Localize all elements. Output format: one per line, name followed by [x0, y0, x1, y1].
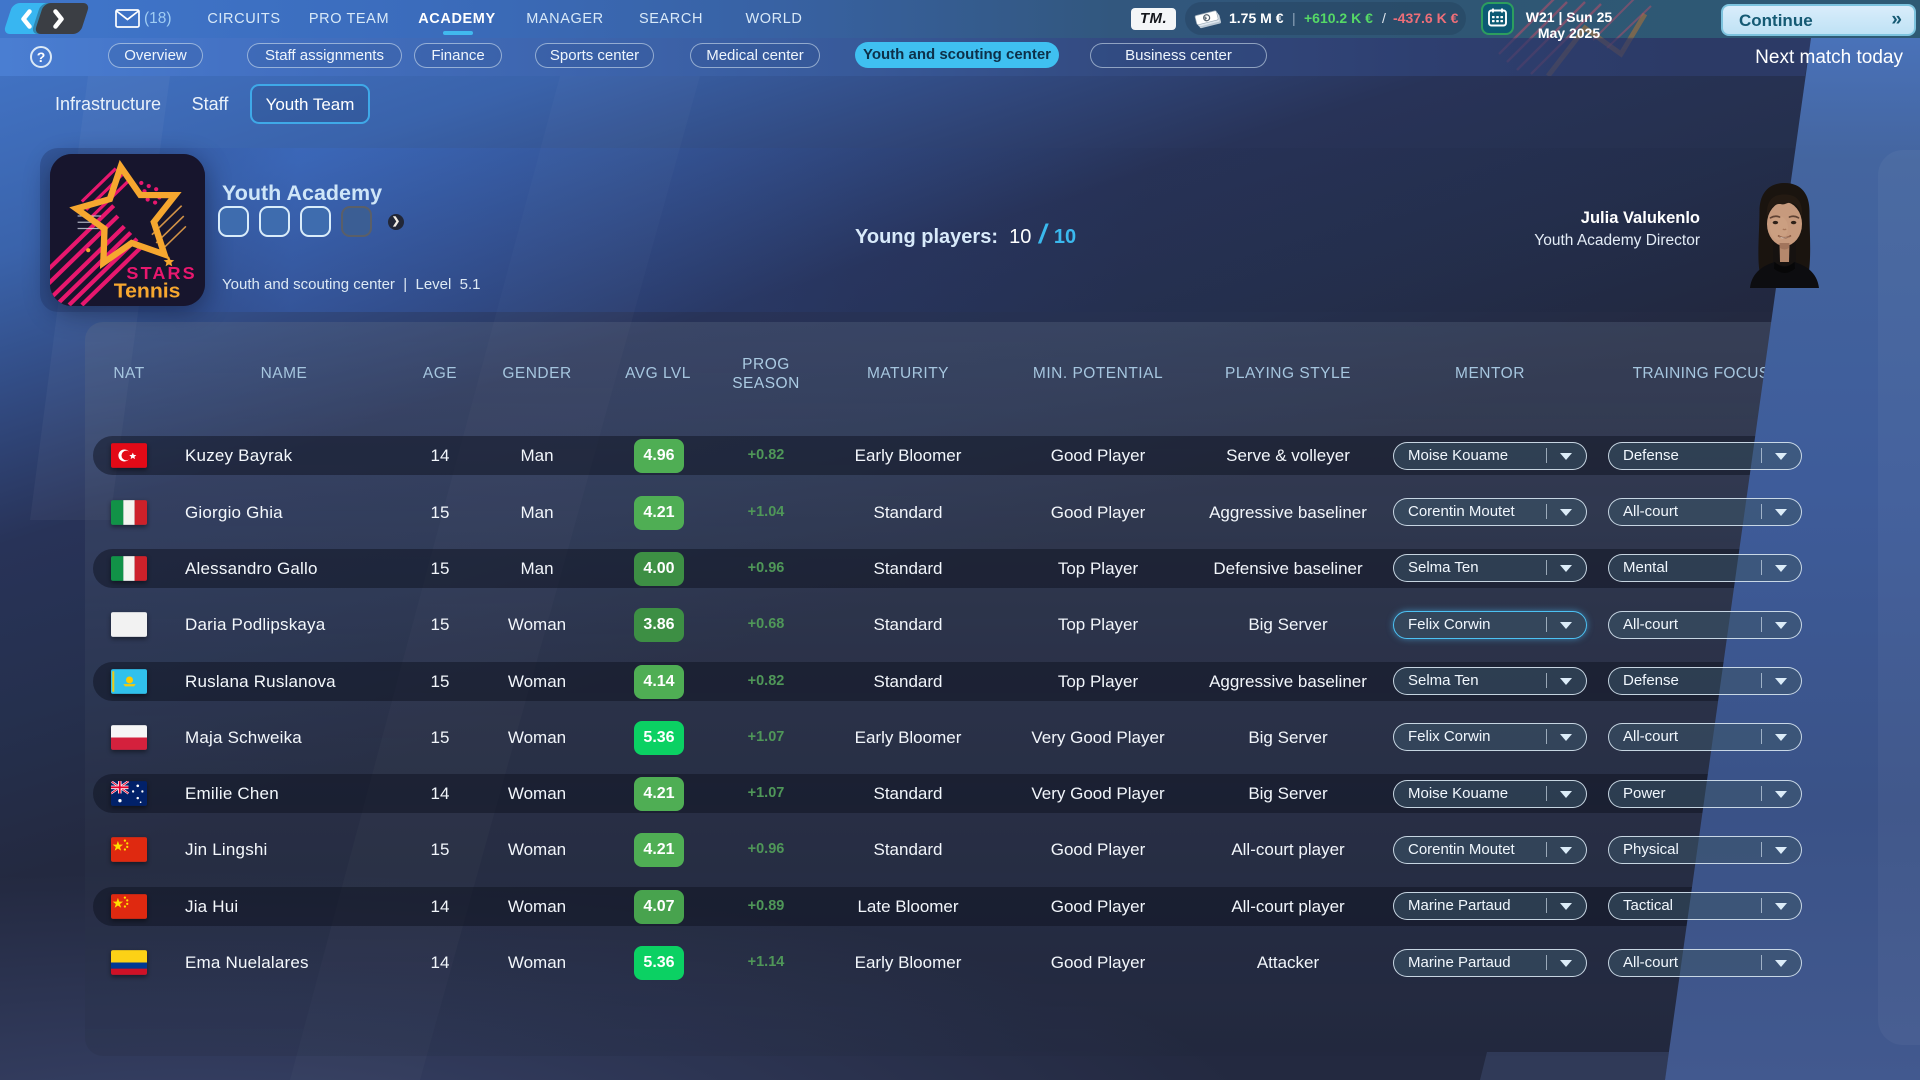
- svg-text:STARS: STARS: [126, 263, 196, 283]
- svg-text:Tennis: Tennis: [114, 280, 181, 303]
